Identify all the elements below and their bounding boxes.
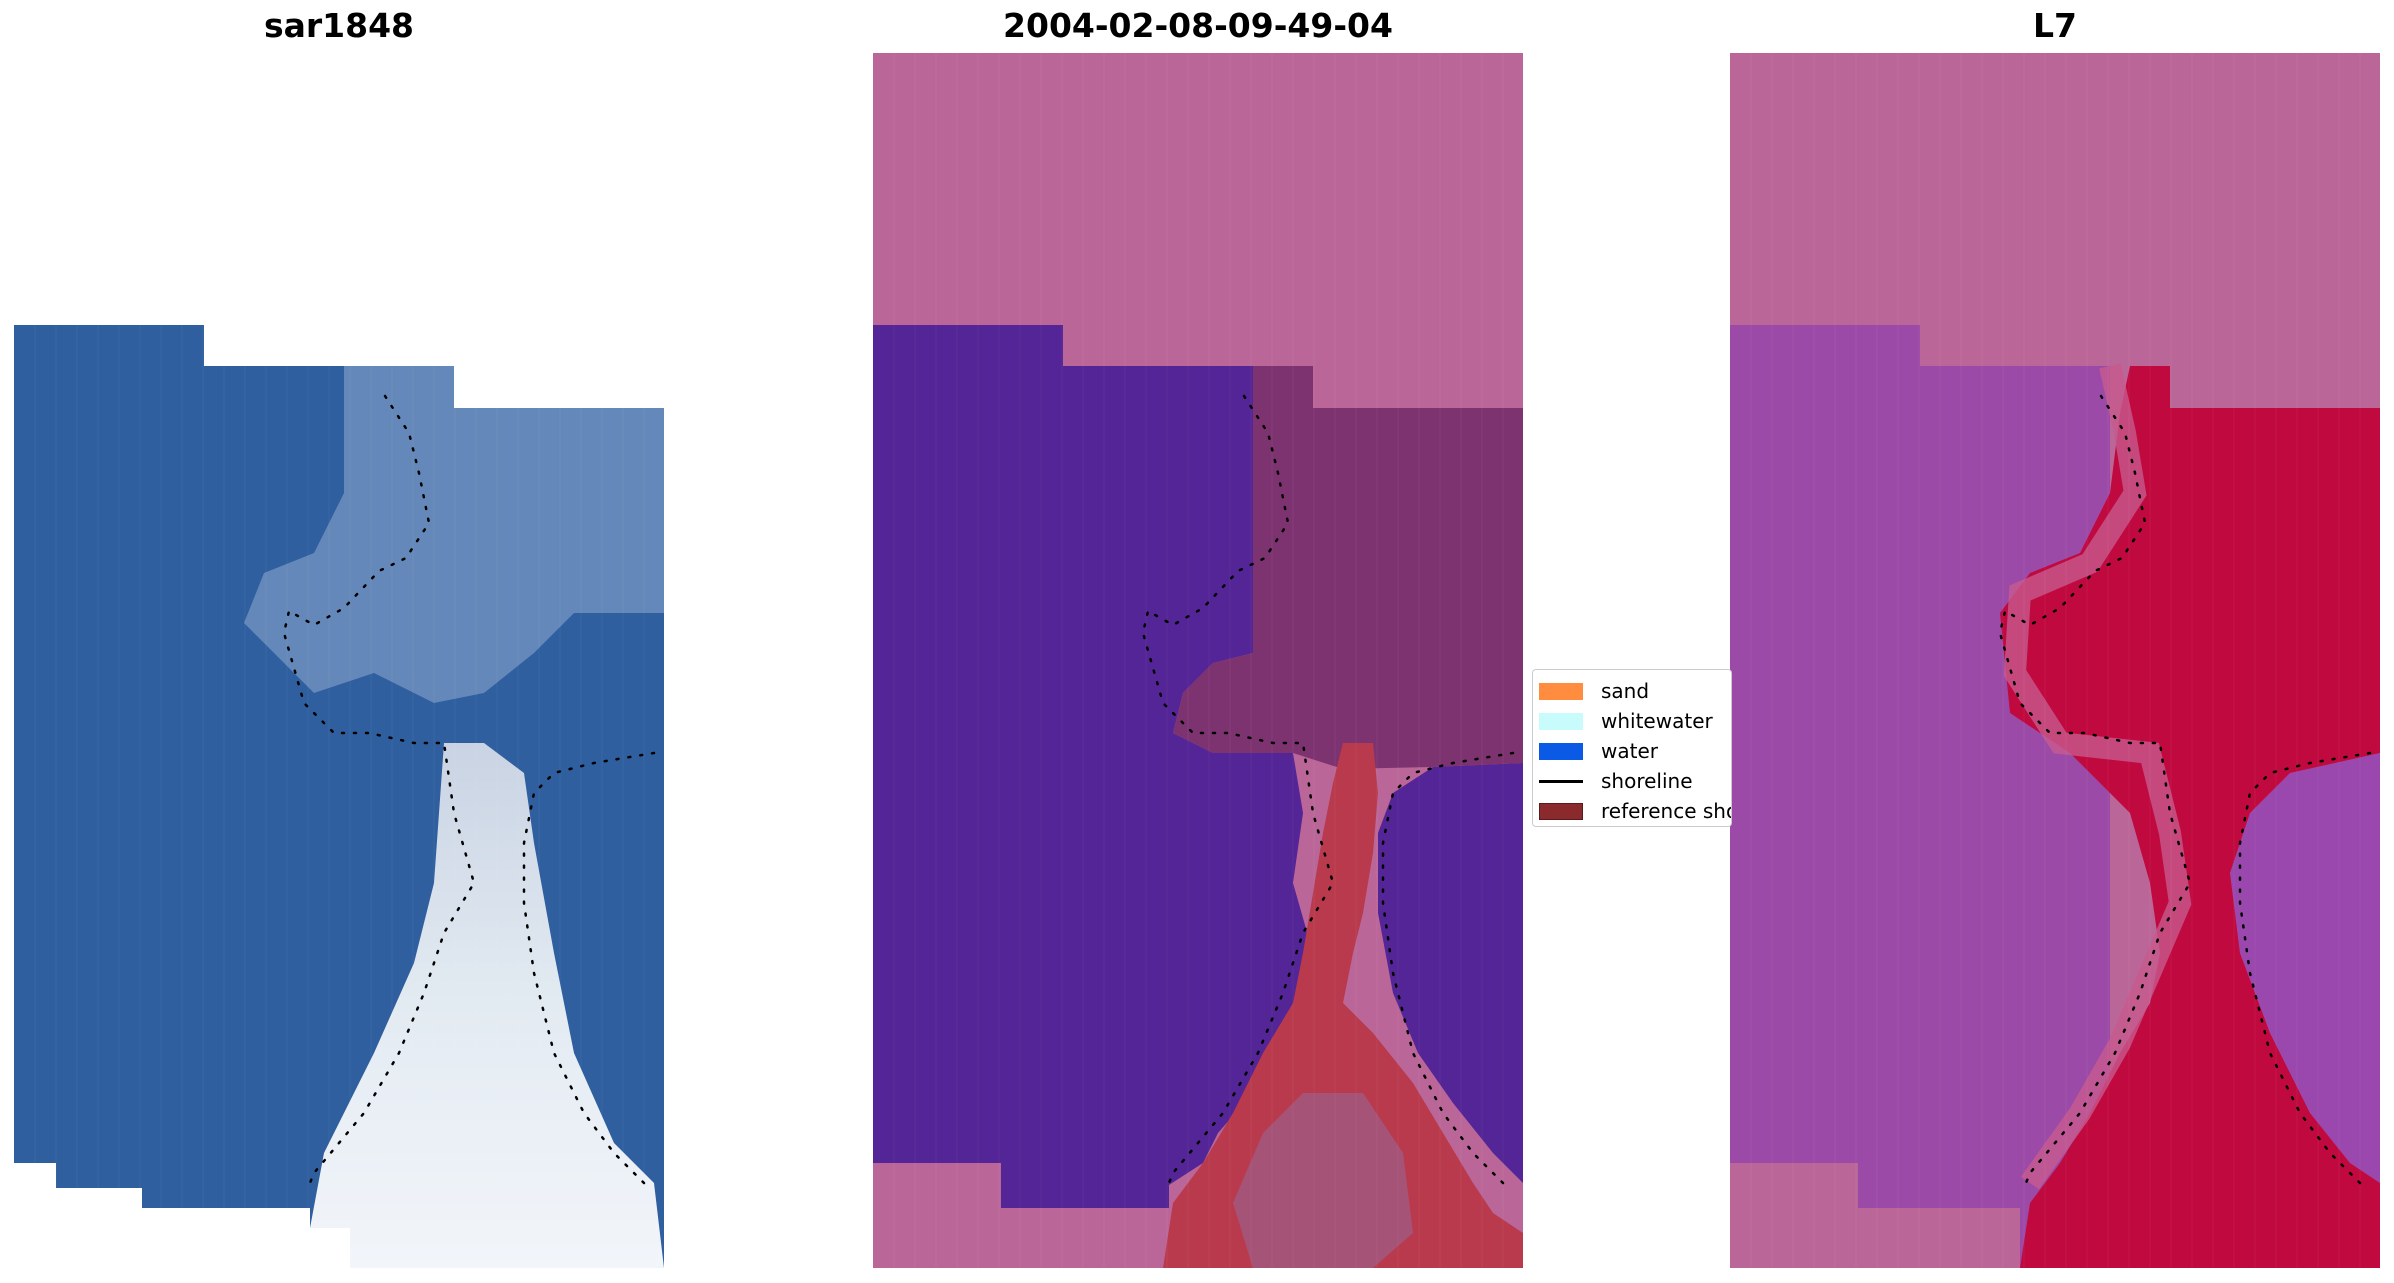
class-water-area xyxy=(873,325,1313,1208)
class-pixel-grid xyxy=(893,53,1504,1268)
legend: sand whitewater water shoreline referenc… xyxy=(1532,669,1732,827)
legend-label-sand: sand xyxy=(1601,679,1650,703)
class-sand-area xyxy=(1163,743,1523,1268)
legend-item-shoreline: shoreline xyxy=(1539,766,1693,796)
legend-label-reference-shoreline: reference shoreline xyxy=(1601,799,1731,823)
class-mixed-area xyxy=(1173,366,1523,769)
whitewater-swatch xyxy=(1539,712,1583,730)
legend-label-whitewater: whitewater xyxy=(1601,709,1713,733)
index-panel xyxy=(1730,53,2380,1268)
shoreline-line-icon xyxy=(1539,779,1583,783)
rgb-shoreline-dots xyxy=(282,394,656,1185)
sand-swatch xyxy=(1539,682,1583,700)
index-shoreline-dots xyxy=(1998,394,2372,1185)
index-pixel-grid xyxy=(1750,53,2361,1268)
class-water-area-right xyxy=(1378,763,1523,1183)
class-sand-interior xyxy=(1233,1093,1413,1268)
classification-panel xyxy=(873,53,1523,1268)
index-land-area xyxy=(2000,366,2380,1268)
rgb-land-area xyxy=(310,743,664,1268)
rgb-image-panel xyxy=(14,53,664,1268)
panel-title-index: L7 xyxy=(2033,6,2077,45)
legend-label-shoreline: shoreline xyxy=(1601,769,1693,793)
water-swatch xyxy=(1539,742,1583,760)
index-water-area-right xyxy=(2230,753,2380,1183)
reference-shoreline-swatch xyxy=(1539,802,1583,820)
legend-item-whitewater: whitewater xyxy=(1539,706,1713,736)
panel-title-classification: 2004-02-08-09-49-04 xyxy=(1003,6,1393,45)
legend-item-sand: sand xyxy=(1539,676,1649,706)
rgb-pixel-grid xyxy=(34,325,645,1268)
panel-title-rgb: sar1848 xyxy=(263,6,415,45)
index-water-area xyxy=(1730,325,2110,1268)
rgb-nearshore-area xyxy=(244,366,664,703)
legend-item-reference-shoreline: reference shoreline xyxy=(1539,796,1731,826)
legend-item-water: water xyxy=(1539,736,1658,766)
legend-label-water: water xyxy=(1601,739,1658,763)
class-shoreline-dots xyxy=(1141,394,1515,1185)
